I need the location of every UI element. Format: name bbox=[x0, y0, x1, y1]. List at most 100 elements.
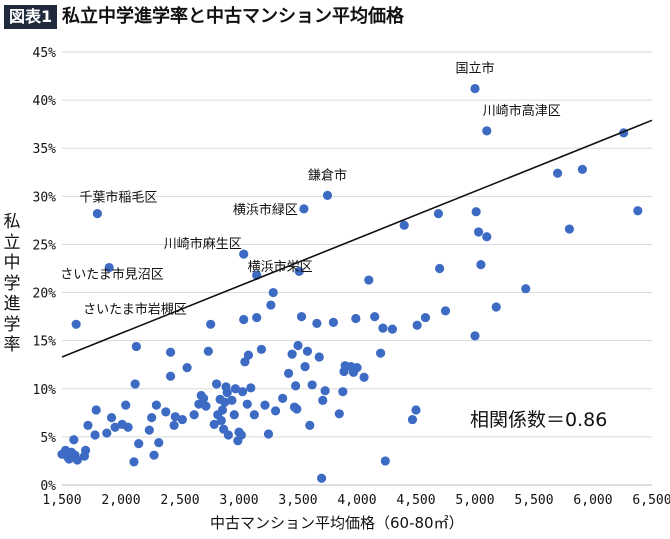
data-point bbox=[81, 445, 91, 455]
data-point bbox=[577, 164, 587, 174]
data-point bbox=[440, 306, 451, 316]
x-axis-ticks: 1,500 2,000 2,500 3,000 3,500 4,000 4,500 5,000… bbox=[42, 493, 670, 508]
data-point bbox=[216, 415, 226, 426]
data-point bbox=[189, 410, 199, 420]
data-point bbox=[242, 399, 252, 409]
data-point bbox=[270, 406, 281, 416]
data-point bbox=[473, 227, 484, 237]
data-point bbox=[72, 455, 82, 465]
data-point bbox=[222, 388, 232, 398]
data-point bbox=[470, 331, 480, 341]
data-point bbox=[476, 260, 486, 270]
x-tick-label: 2,000 bbox=[101, 493, 140, 508]
data-point bbox=[399, 220, 409, 230]
trend-line bbox=[61, 119, 653, 358]
data-point bbox=[69, 435, 79, 445]
data-point bbox=[420, 312, 431, 323]
data-point bbox=[149, 450, 159, 460]
data-point bbox=[129, 457, 139, 467]
data-point bbox=[302, 346, 313, 356]
data-point bbox=[412, 320, 422, 330]
data-point bbox=[338, 387, 348, 397]
data-point bbox=[151, 400, 161, 410]
point-annotation: 横浜市栄区 bbox=[248, 259, 313, 275]
data-point bbox=[317, 473, 327, 483]
data-point bbox=[165, 347, 176, 357]
point-annotation: 国立市 bbox=[455, 61, 494, 77]
data-point bbox=[435, 263, 445, 274]
y-tick-label: 10% bbox=[33, 383, 57, 398]
data-point bbox=[299, 204, 309, 214]
data-point bbox=[92, 209, 102, 219]
data-point bbox=[318, 395, 328, 405]
data-point bbox=[305, 420, 315, 430]
data-point bbox=[246, 383, 256, 393]
data-point bbox=[161, 407, 171, 417]
data-point bbox=[239, 314, 249, 325]
data-point bbox=[370, 312, 380, 322]
y-tick-label: 25% bbox=[33, 238, 57, 253]
data-point bbox=[296, 312, 307, 322]
data-point bbox=[217, 405, 228, 415]
chart-title: 私立中学進学率と中古マンション平均価格 bbox=[62, 6, 404, 27]
data-point bbox=[123, 422, 133, 432]
data-point bbox=[294, 266, 304, 276]
data-point bbox=[491, 302, 501, 312]
data-point bbox=[293, 340, 303, 351]
data-point bbox=[263, 429, 274, 439]
data-point bbox=[291, 381, 301, 391]
x-tick-label: 3,000 bbox=[219, 493, 258, 508]
data-point bbox=[165, 371, 176, 381]
data-point bbox=[387, 324, 397, 334]
point-annotation: 千葉市稲毛区 bbox=[79, 190, 157, 206]
y-tick-label: 35% bbox=[33, 142, 57, 157]
point-annotation: さいたま市岩槻区 bbox=[83, 301, 187, 317]
data-point bbox=[121, 400, 131, 410]
data-point bbox=[110, 422, 120, 432]
y-tick-label: 15% bbox=[33, 335, 57, 350]
data-point bbox=[278, 393, 288, 403]
y-tick-label: 0% bbox=[40, 479, 56, 494]
y-tick-label: 40% bbox=[33, 94, 57, 109]
data-point bbox=[266, 300, 276, 310]
y-tick-label: 30% bbox=[33, 190, 57, 205]
data-point bbox=[471, 207, 481, 217]
data-point bbox=[364, 275, 374, 285]
data-point bbox=[359, 372, 369, 382]
x-tick-label: 6,500 bbox=[632, 493, 670, 508]
data-point bbox=[230, 384, 241, 394]
data-point bbox=[553, 168, 563, 178]
point-annotation: 川崎市麻生区 bbox=[164, 236, 242, 252]
data-point bbox=[106, 413, 117, 423]
data-point bbox=[240, 357, 250, 367]
data-point bbox=[236, 430, 246, 440]
data-point bbox=[328, 317, 338, 327]
data-point bbox=[206, 319, 216, 329]
data-point bbox=[407, 414, 418, 425]
data-point bbox=[268, 287, 278, 298]
data-point bbox=[71, 319, 81, 329]
data-point bbox=[249, 410, 259, 420]
x-tick-label: 2,500 bbox=[160, 493, 199, 508]
x-tick-label: 4,000 bbox=[337, 493, 376, 508]
y-tick-label: 5% bbox=[40, 431, 56, 446]
data-point bbox=[91, 405, 101, 415]
data-point bbox=[90, 430, 100, 440]
data-point bbox=[201, 401, 211, 411]
data-point bbox=[147, 413, 157, 423]
y-axis-ticks: 0% 5% 10% 15% 20% 25% 30% 35% 40% 45% bbox=[33, 46, 57, 494]
data-point bbox=[312, 318, 322, 328]
correlation-label: 相関係数＝0.86 bbox=[470, 409, 608, 431]
x-tick-label: 1,500 bbox=[42, 493, 81, 508]
data-point bbox=[287, 349, 297, 359]
data-point bbox=[376, 348, 386, 358]
x-tick-label: 5,000 bbox=[455, 493, 494, 508]
data-point bbox=[170, 412, 180, 422]
data-point bbox=[211, 379, 222, 389]
data-point bbox=[130, 379, 140, 389]
y-axis-label: 私立中学進学率 bbox=[3, 212, 21, 355]
data-point bbox=[380, 456, 390, 466]
data-point bbox=[521, 284, 531, 294]
